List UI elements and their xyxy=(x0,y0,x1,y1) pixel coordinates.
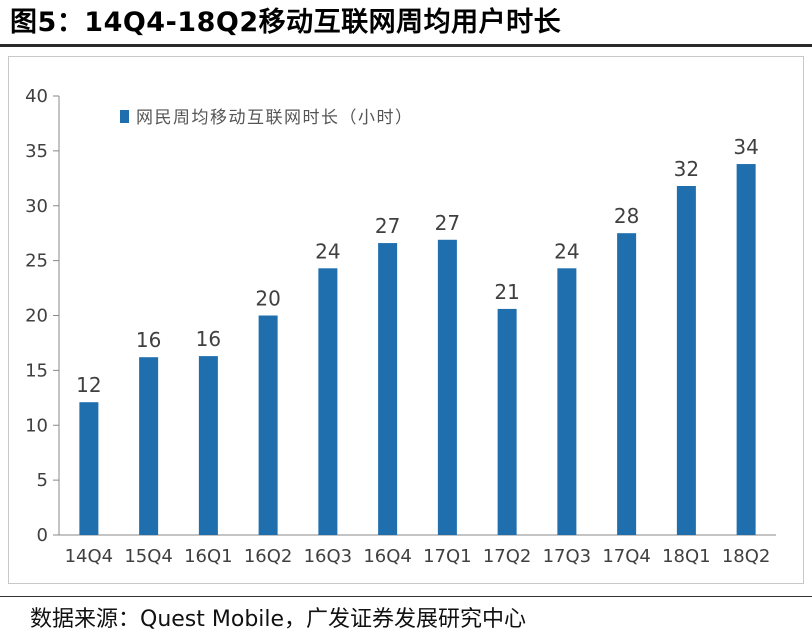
y-axis: 0 5 10 15 20 25 30 35 40 xyxy=(25,86,60,546)
x-tick-label: 14Q4 xyxy=(65,546,114,567)
bars: 12 16 16 20 24 27 27 21 24 28 32 34 xyxy=(76,135,759,536)
bar-value-label: 27 xyxy=(375,214,400,238)
x-tick-label: 15Q4 xyxy=(124,546,173,567)
bar-17Q4 xyxy=(617,233,637,535)
title-divider xyxy=(0,44,812,47)
legend-swatch xyxy=(120,110,129,123)
y-tick-label: 5 xyxy=(37,470,48,491)
bar-value-label: 24 xyxy=(554,239,579,263)
x-tick-label: 17Q2 xyxy=(483,546,532,567)
bar-17Q2 xyxy=(497,308,517,535)
legend: 网民周均移动互联网时长（小时） xyxy=(120,108,414,128)
y-tick-label: 30 xyxy=(25,196,48,217)
y-tick-label: 25 xyxy=(25,251,48,272)
bar-14Q4 xyxy=(79,402,99,535)
chart-title: 图5：14Q4-18Q2移动互联网周均用户时长 xyxy=(10,7,562,38)
x-tick-label: 16Q3 xyxy=(304,546,353,567)
bar-16Q2 xyxy=(258,315,278,535)
bar-value-label: 20 xyxy=(255,287,280,311)
bar-16Q3 xyxy=(318,268,338,535)
bar-value-label: 12 xyxy=(76,373,101,397)
x-tick-label: 17Q3 xyxy=(543,546,592,567)
y-tick-label: 20 xyxy=(25,306,48,327)
source-note: 数据来源：Quest Mobile，广发证券发展研究中心 xyxy=(30,607,527,632)
bar-17Q3 xyxy=(557,268,577,535)
x-tick-label: 18Q1 xyxy=(662,546,711,567)
x-tick-label: 17Q1 xyxy=(423,546,472,567)
bar-16Q1 xyxy=(198,356,218,535)
x-tick-label: 18Q2 xyxy=(722,546,771,567)
bar-value-label: 21 xyxy=(494,280,519,304)
x-tick-label: 16Q2 xyxy=(244,546,293,567)
y-tick-label: 15 xyxy=(25,360,48,381)
bar-16Q4 xyxy=(378,243,398,535)
bar-value-label: 28 xyxy=(614,204,639,228)
bar-value-label: 34 xyxy=(733,135,758,159)
x-tick-label: 16Q4 xyxy=(363,546,412,567)
bar-value-label: 16 xyxy=(196,327,221,351)
x-axis: 14Q4 15Q4 16Q1 16Q2 16Q3 16Q4 17Q1 17Q2 17Q3 17Q4… xyxy=(59,534,776,567)
bar-value-label: 24 xyxy=(315,239,340,263)
x-tick-label: 16Q1 xyxy=(184,546,233,567)
bar-value-label: 16 xyxy=(136,328,161,352)
footer-divider xyxy=(0,596,812,597)
bar-17Q1 xyxy=(437,239,457,535)
y-tick-label: 10 xyxy=(25,415,48,436)
bar-15Q4 xyxy=(139,357,159,535)
y-tick-label: 40 xyxy=(25,86,48,107)
y-tick-label: 0 xyxy=(37,525,48,546)
bar-18Q1 xyxy=(676,185,696,535)
legend-label: 网民周均移动互联网时长（小时） xyxy=(136,108,414,128)
bar-chart: 0 5 10 15 20 25 30 35 40 14Q4 15Q4 16Q1 16Q2 16Q3 16Q… xyxy=(25,86,776,567)
y-tick-label: 35 xyxy=(25,141,48,162)
bar-value-label: 32 xyxy=(674,157,699,181)
bar-value-label: 27 xyxy=(435,211,460,235)
bar-18Q2 xyxy=(736,164,756,536)
x-tick-label: 17Q4 xyxy=(602,546,651,567)
